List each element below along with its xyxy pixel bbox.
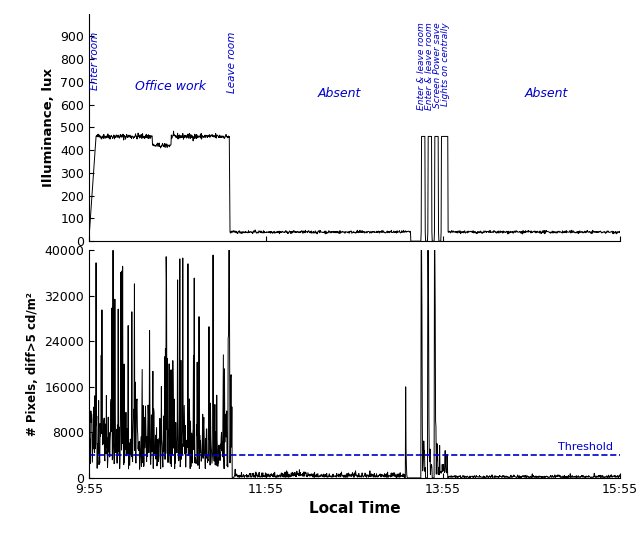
Text: Screen Power save: Screen Power save	[433, 23, 442, 108]
Text: Absent: Absent	[525, 87, 568, 100]
Text: Leave room: Leave room	[227, 32, 237, 93]
X-axis label: Local Time: Local Time	[308, 501, 401, 516]
Y-axis label: # Pixels, diff>5 cd/m²: # Pixels, diff>5 cd/m²	[25, 292, 39, 436]
Text: Office work: Office work	[135, 80, 205, 93]
Text: Lights on centrally: Lights on centrally	[441, 23, 450, 106]
Text: Enter & leave room: Enter & leave room	[425, 23, 434, 110]
Text: Enter room: Enter room	[90, 32, 100, 90]
Text: Threshold: Threshold	[558, 442, 612, 452]
Text: Absent: Absent	[318, 87, 361, 100]
Text: Enter & leave room: Enter & leave room	[417, 23, 425, 110]
Y-axis label: Illuminance, lux: Illuminance, lux	[41, 68, 55, 187]
